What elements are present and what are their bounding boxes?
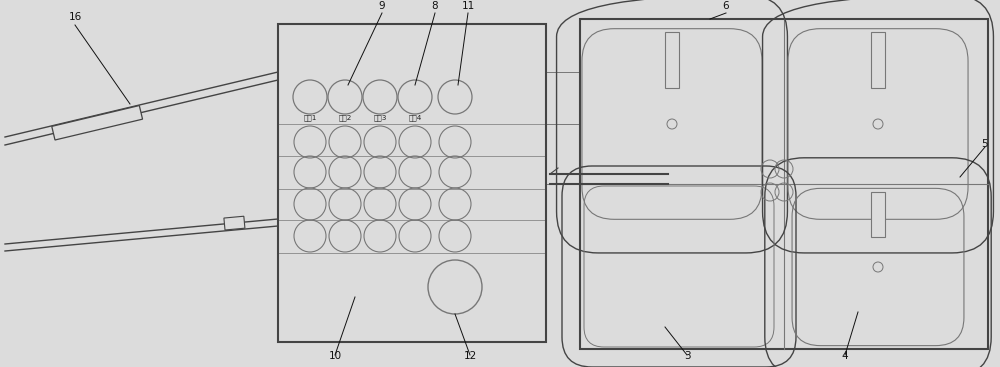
Text: 4: 4 (842, 351, 848, 361)
Text: 8: 8 (432, 1, 438, 11)
Text: 16: 16 (68, 12, 82, 22)
FancyBboxPatch shape (224, 216, 245, 230)
Text: 颜色2: 颜色2 (338, 115, 352, 121)
Bar (278, 24, 546, 342)
Text: 颜色4: 颜色4 (408, 115, 422, 121)
Text: 10: 10 (328, 351, 342, 361)
Text: 3: 3 (684, 351, 690, 361)
Text: 5: 5 (982, 139, 988, 149)
Text: 颜色1: 颜色1 (303, 115, 317, 121)
FancyBboxPatch shape (52, 106, 143, 140)
Text: 11: 11 (461, 1, 475, 11)
Text: 12: 12 (463, 351, 477, 361)
Text: 颜色3: 颜色3 (373, 115, 387, 121)
Text: 9: 9 (379, 1, 385, 11)
Bar (665, 32, 679, 87)
Bar (580, 19, 988, 349)
Bar (871, 32, 885, 87)
Bar (871, 192, 885, 237)
Text: 6: 6 (723, 1, 729, 11)
